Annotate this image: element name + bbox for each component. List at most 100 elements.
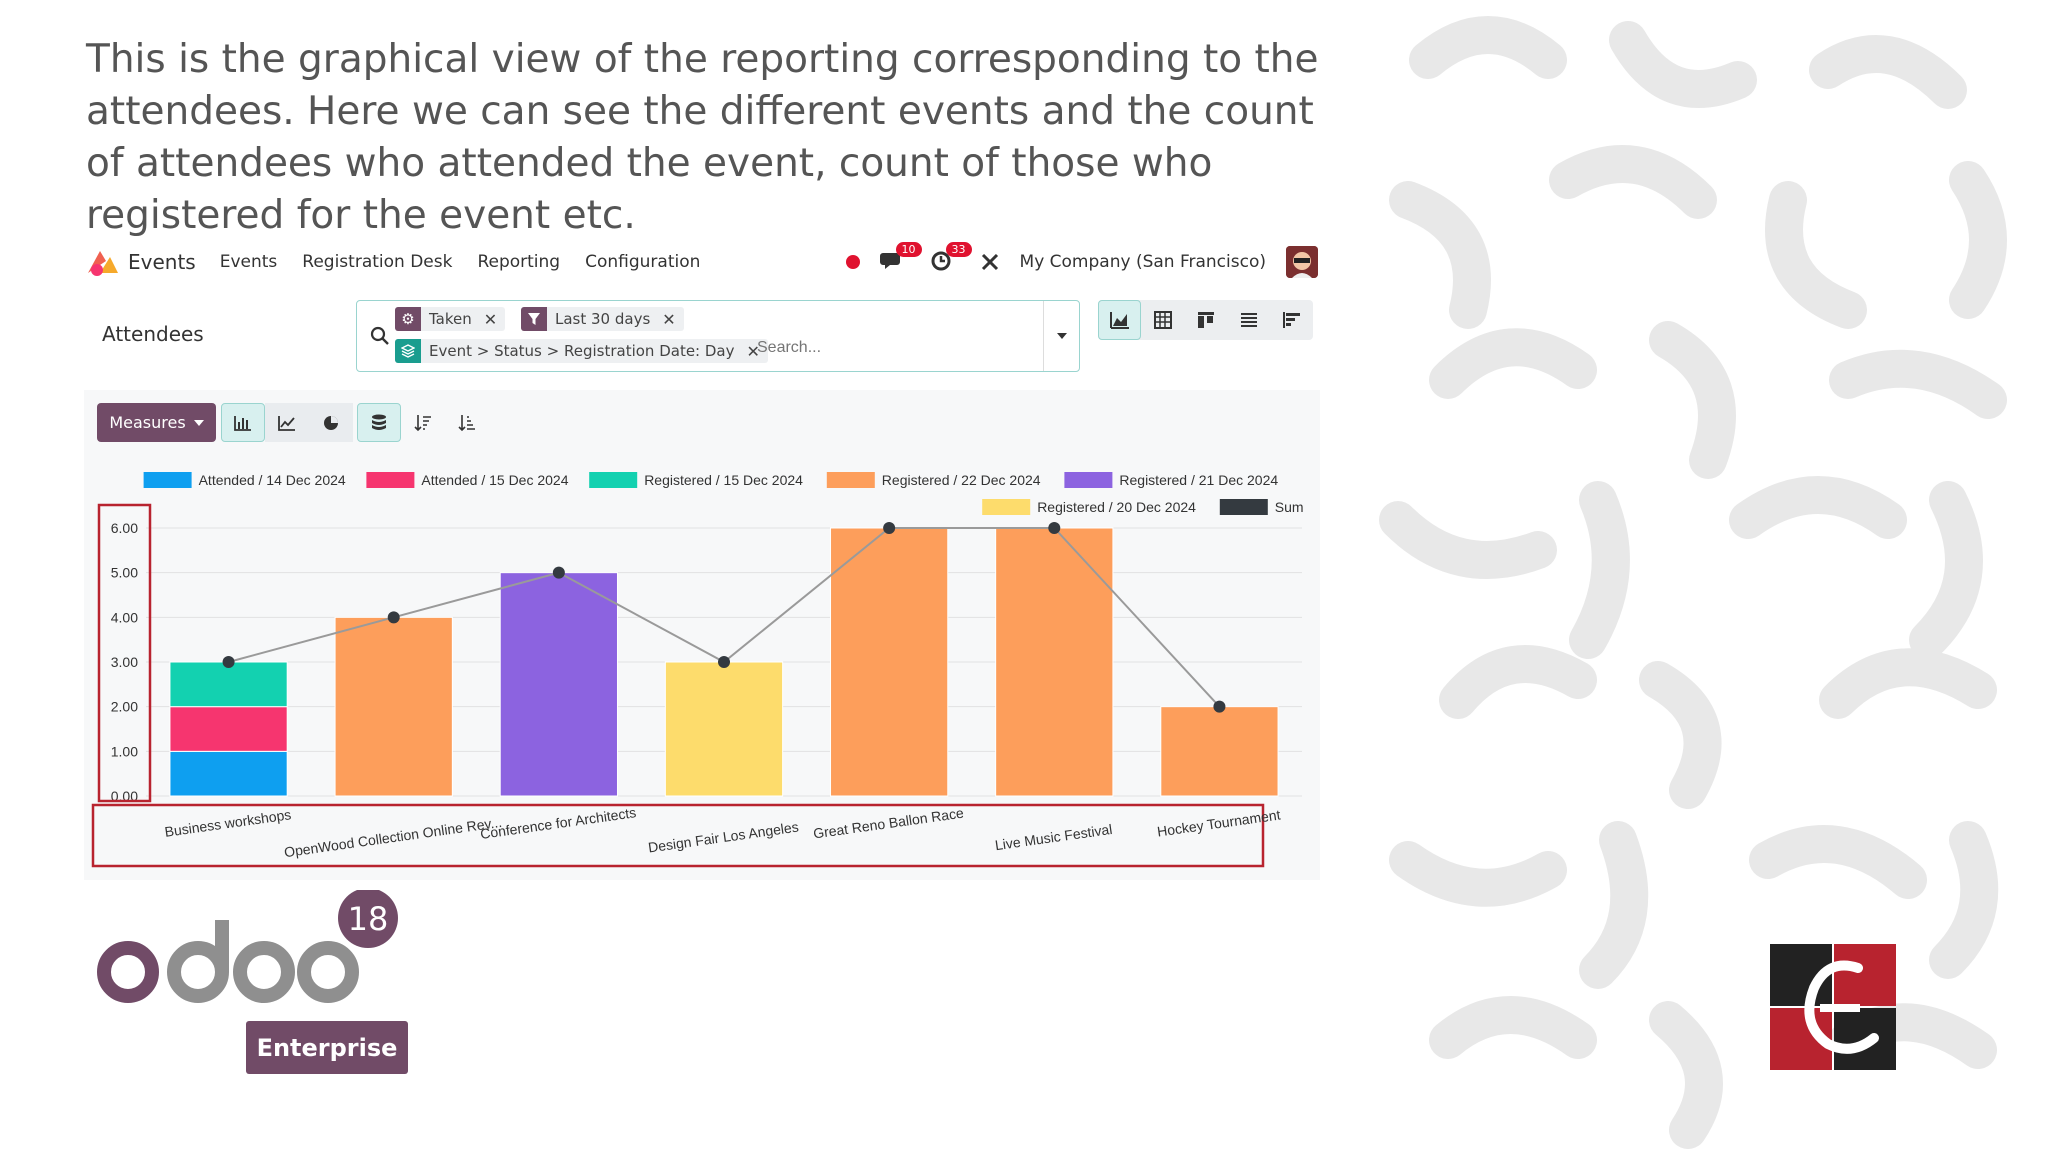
app-brand[interactable]: Events [86,247,196,277]
legend-entry: Attended / 15 Dec 2024 [421,472,568,488]
facet-label: Event > Status > Registration Date: Day [429,342,735,360]
bar-segment [169,661,288,708]
y-axis-highlight [97,503,152,803]
line-chart-button[interactable] [265,403,309,442]
company-logo [1770,944,1896,1070]
app-name: Events [128,250,196,274]
gantt-view-button[interactable] [1270,300,1313,340]
chart-options-group [357,403,489,442]
menu-reporting[interactable]: Reporting [477,252,561,272]
close-icon[interactable]: ✕ [746,341,760,361]
legend-entry: Registered / 22 Dec 2024 [882,472,1041,488]
activity-button[interactable]: 33 [930,242,972,274]
close-icon[interactable]: ✕ [662,309,676,329]
tools-icon[interactable] [980,252,1000,272]
list-view-button[interactable] [1227,300,1270,340]
bar-chart-button[interactable] [221,403,265,442]
sum-point [883,522,896,534]
chat-icon [879,253,900,269]
menu-events[interactable]: Events [219,252,278,272]
y-tick-label: 2.00 [111,699,138,715]
filter-facet-taken[interactable]: ⚙ Taken ✕ [395,307,506,331]
legend-entry: Registered / 20 Dec 2024 [1037,499,1196,515]
sum-point [222,656,235,668]
y-tick-label: 6.00 [111,520,138,536]
recording-dot-icon[interactable] [845,255,860,269]
legend-swatch [826,472,875,488]
graph-panel [84,390,1320,880]
caret-down-icon [1056,333,1067,339]
bar-chart: Attended / 14 Dec 2024 Attended / 15 Dec … [91,472,1304,868]
line-chart-icon [278,415,295,431]
bar-segment [169,750,288,797]
bar-segment [664,661,784,797]
activity-badge: 33 [945,242,972,257]
search-icon [370,326,389,345]
legend-swatch [589,472,638,488]
stacked-button[interactable] [357,403,401,442]
bar-segment [1160,706,1279,797]
pie-chart-button[interactable] [309,403,353,442]
legend-swatch [366,472,415,488]
events-app-icon [86,247,120,277]
kanban-icon [1197,312,1214,328]
menu-configuration[interactable]: Configuration [585,252,701,272]
sum-point [1048,522,1061,534]
bar-segment [334,616,453,797]
search-input[interactable] [757,339,1037,357]
legend-entry: Sum [1275,499,1304,515]
gantt-icon [1282,312,1300,328]
view-switcher [1098,300,1313,340]
bar-chart-icon [234,415,251,431]
bar-segment [169,706,288,752]
legend-swatch [982,499,1031,515]
database-icon [372,414,386,430]
pivot-view-button[interactable] [1141,300,1184,340]
filter-facet-last-30-days[interactable]: Last 30 days ✕ [521,307,684,331]
measures-label: Measures [109,413,186,432]
bar-segment [995,527,1114,797]
close-icon[interactable]: ✕ [483,309,498,329]
graph-view-button[interactable] [1098,300,1141,340]
search-bar[interactable]: ⚙ Taken ✕ Last 30 days ✕ Event > Status … [356,300,1080,372]
top-navbar: Events Events Registration Desk Reportin… [86,242,1318,280]
legend-swatch [1219,499,1268,515]
sum-point [387,611,400,624]
sum-point [552,566,565,579]
pie-chart-icon [324,415,338,430]
bar-segment [830,527,949,797]
gear-icon: ⚙ [395,307,421,331]
sum-point [718,656,730,668]
x-axis-highlight [91,803,1265,868]
facet-label: Taken [429,310,472,328]
sort-ascending-button[interactable] [445,403,489,442]
x-tick-label: OpenWood Collection Online Rev... [283,814,503,860]
page-title: Attendees [102,322,204,346]
company-switcher[interactable]: My Company (San Francisco) [1019,252,1266,272]
search-options-toggle[interactable] [1043,301,1079,371]
list-icon [1240,313,1257,327]
sort-descending-button[interactable] [401,403,445,442]
caret-down-icon [193,419,204,426]
kanban-view-button[interactable] [1184,300,1227,340]
menu-registration-desk[interactable]: Registration Desk [302,252,453,272]
facet-label: Last 30 days [555,310,651,328]
area-chart-icon [1109,312,1129,329]
legend-swatch [143,472,192,488]
x-tick-label: Live Music Festival [994,821,1113,853]
sum-point [1213,700,1226,713]
chat-button[interactable]: 10 [879,242,922,274]
x-tick-label: Great Reno Ballon Race [812,805,965,842]
sort-descending-icon [414,414,431,431]
y-tick-label: 1.00 [111,743,138,759]
funnel-icon [521,307,547,331]
sort-ascending-icon [458,414,475,431]
user-avatar[interactable] [1286,246,1318,278]
y-tick-label: 4.00 [111,609,138,625]
decorative-pattern [1368,0,2048,1152]
measures-dropdown[interactable]: Measures [97,403,216,442]
bar-segment [499,572,618,797]
groupby-facet[interactable]: Event > Status > Registration Date: Day … [395,339,768,363]
version-badge: 18 [348,900,389,938]
table-icon [1153,311,1172,329]
